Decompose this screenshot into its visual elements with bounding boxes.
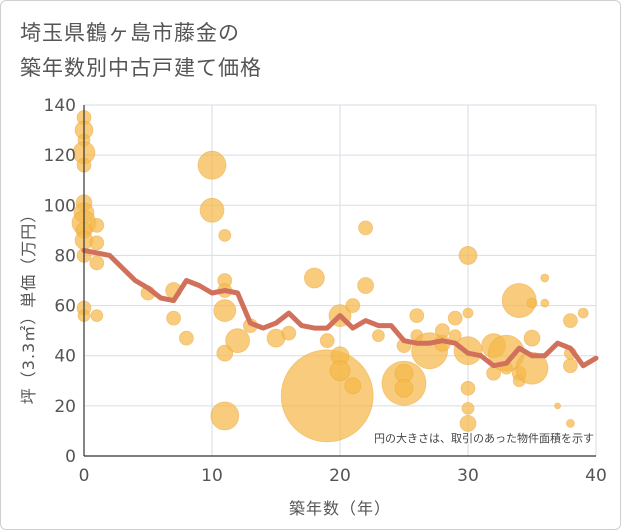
x-axis-title: 築年数（年） bbox=[289, 499, 391, 518]
chart-title: 埼玉県鶴ヶ島市藤金の 築年数別中古戸建て価格 bbox=[20, 16, 262, 86]
bubble-point bbox=[280, 349, 374, 443]
y-axis-title: 坪（3.3㎡）単価（万円） bbox=[19, 206, 38, 404]
y-tick-label: 40 bbox=[54, 347, 76, 367]
x-tick-label: 40 bbox=[585, 466, 607, 486]
bubble-point bbox=[90, 309, 104, 323]
bubble-point bbox=[526, 297, 538, 309]
bubble-point bbox=[563, 313, 578, 329]
y-tick-label: 100 bbox=[44, 196, 76, 216]
bubble-point bbox=[462, 307, 474, 319]
y-tick-label: 140 bbox=[44, 96, 76, 116]
x-tick-label: 10 bbox=[201, 466, 223, 486]
bubble-point bbox=[540, 273, 550, 283]
bubble-point bbox=[89, 217, 105, 233]
bubble-point bbox=[89, 255, 105, 271]
bubble-point bbox=[523, 329, 541, 347]
x-tick-labels: 0 10 20 30 40 bbox=[79, 466, 607, 486]
average-price-line bbox=[81, 247, 599, 369]
bubble-point bbox=[210, 401, 240, 431]
bubble-point bbox=[458, 246, 478, 265]
y-tick-label: 20 bbox=[54, 397, 76, 417]
x-tick-label: 0 bbox=[79, 466, 90, 486]
y-tick-label: 0 bbox=[65, 447, 76, 467]
bubble-point bbox=[434, 323, 450, 339]
bubble-point bbox=[345, 298, 361, 313]
bubble-point bbox=[554, 402, 561, 410]
bubble-point bbox=[577, 307, 589, 319]
bubble-point bbox=[357, 277, 375, 294]
bubble-point bbox=[358, 220, 374, 236]
axes bbox=[83, 105, 596, 457]
bubble-point bbox=[447, 310, 463, 326]
bubble-point bbox=[329, 360, 351, 382]
bubble-point bbox=[409, 308, 425, 324]
y-tick-label: 60 bbox=[54, 297, 76, 317]
bubble-point bbox=[515, 351, 549, 385]
bubble-point bbox=[540, 298, 550, 308]
bubble-point bbox=[563, 358, 578, 374]
bubble-point bbox=[89, 235, 105, 251]
trend-line bbox=[81, 247, 599, 369]
bubble-point bbox=[166, 310, 182, 326]
bubble-point bbox=[197, 150, 227, 180]
bubble-point bbox=[371, 329, 385, 343]
bubble-point bbox=[566, 419, 575, 428]
x-tick-label: 20 bbox=[329, 466, 351, 486]
bubble-point bbox=[178, 330, 194, 346]
y-tick-label: 80 bbox=[54, 246, 76, 266]
bubble-size-note: 円の大きさは、取引のあった物件面積を示す bbox=[374, 431, 594, 445]
bubble-point bbox=[303, 267, 325, 289]
y-tick-label: 120 bbox=[44, 146, 76, 166]
bubble-point bbox=[213, 299, 237, 322]
bubble-point bbox=[281, 325, 297, 341]
chart-title-line-1: 埼玉県鶴ヶ島市藤金の bbox=[20, 21, 240, 45]
bubble-point bbox=[394, 378, 414, 398]
chart-title-line-2: 築年数別中古戸建て価格 bbox=[20, 56, 262, 80]
x-tick-label: 30 bbox=[457, 466, 479, 486]
bubble-point bbox=[461, 401, 475, 415]
bubble-point bbox=[460, 380, 476, 396]
bubble-point bbox=[225, 328, 251, 354]
bubble-point bbox=[199, 197, 225, 223]
y-tick-labels: 0 20 40 60 80 100 120 140 bbox=[44, 96, 76, 467]
bubble-point bbox=[319, 333, 335, 349]
bubble-point bbox=[344, 377, 362, 395]
bubble-series bbox=[71, 110, 589, 443]
bubble-point bbox=[459, 415, 477, 432]
bubble-point bbox=[218, 228, 232, 242]
